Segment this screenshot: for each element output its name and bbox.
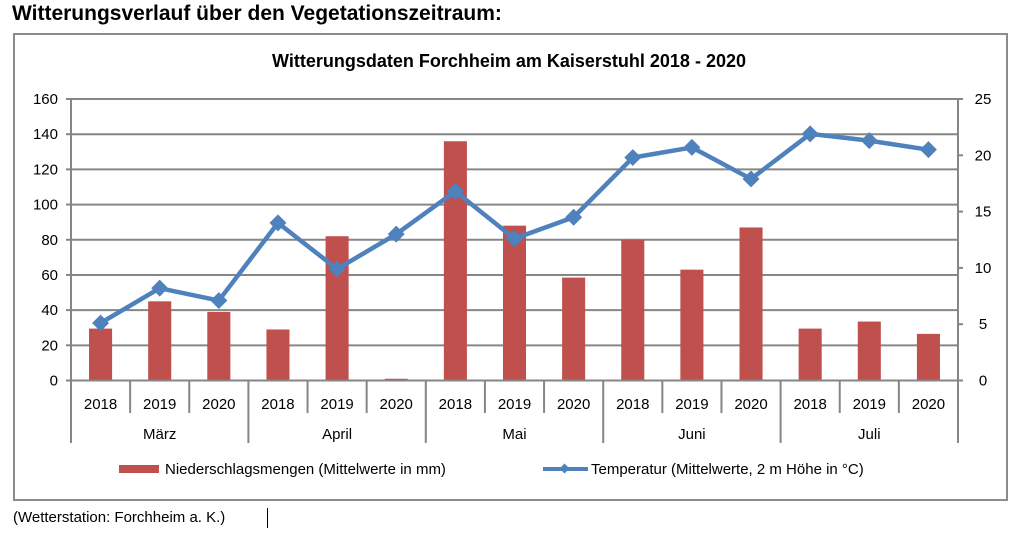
- bar: [916, 333, 940, 381]
- x-tick-label-year: 2020: [557, 396, 590, 413]
- x-tick-label-year: 2020: [202, 396, 235, 413]
- x-tick-label-year: 2020: [380, 396, 413, 413]
- y2-tick-label: 0: [979, 373, 987, 390]
- temperature-marker: [92, 314, 110, 332]
- y2-tick-label: 25: [975, 91, 992, 108]
- x-tick-label-year: 2018: [793, 396, 826, 413]
- temperature-marker: [387, 225, 405, 243]
- footer-note: (Wetterstation: Forchheim a. K.): [13, 509, 226, 526]
- temperature-marker: [683, 138, 701, 156]
- x-tick-label-month: Mai: [502, 426, 526, 443]
- x-tick-label-year: 2018: [261, 396, 294, 413]
- y2-tick-label: 10: [975, 260, 992, 277]
- legend-label-temperature: Temperatur (Mittelwerte, 2 m Höhe in °C): [591, 461, 864, 478]
- y-tick-label: 20: [41, 337, 58, 354]
- temperature-marker: [565, 208, 583, 226]
- bar: [857, 321, 881, 381]
- temperature-marker: [269, 214, 287, 232]
- x-tick-label-year: 2020: [912, 396, 945, 413]
- temperature-marker: [446, 182, 464, 200]
- x-tick-label-month: März: [143, 426, 176, 443]
- bar: [443, 141, 467, 381]
- y-tick-label: 40: [41, 302, 58, 319]
- x-tick-label-month: Juli: [858, 426, 881, 443]
- line-series-temperature: [92, 125, 937, 332]
- x-tick-label-year: 2019: [320, 396, 353, 413]
- temperature-marker: [624, 149, 642, 167]
- bar: [680, 269, 704, 381]
- temperature-marker: [328, 260, 346, 278]
- y2-tick-label: 5: [979, 316, 987, 333]
- page-heading: Witterungsverlauf über den Vegetationsze…: [12, 2, 502, 25]
- y-axis-right-ticks: 0 5 10 15 20 25: [975, 91, 992, 390]
- x-axis-labels: 2018 2019 2020 März 2018 2019 2020 April 2018 201…: [84, 396, 945, 443]
- chart-title: Witterungsdaten Forchheim am Kaiserstuhl…: [272, 51, 746, 71]
- temperature-marker: [506, 230, 523, 248]
- x-tick-label-month: April: [322, 426, 352, 443]
- x-tick-label-year: 2018: [84, 396, 117, 413]
- legend-label-precipitation: Niederschlagsmengen (Mittelwerte in mm): [165, 461, 446, 478]
- bar-series-precipitation: [89, 141, 940, 381]
- y-tick-label: 80: [41, 232, 58, 249]
- bar: [266, 329, 290, 381]
- y-tick-label: 120: [33, 161, 58, 178]
- temperature-marker: [151, 279, 169, 297]
- x-tick-label-year: 2018: [616, 396, 649, 413]
- axes: [66, 98, 963, 443]
- x-tick-label-year: 2019: [853, 396, 886, 413]
- y-tick-label: 160: [33, 91, 58, 108]
- bar: [502, 225, 527, 381]
- bar: [325, 236, 349, 381]
- temperature-marker: [210, 292, 228, 310]
- bar: [798, 328, 822, 381]
- legend: Niederschlagsmengen (Mittelwerte in mm) …: [119, 461, 864, 478]
- x-tick-label-year: 2019: [498, 396, 531, 413]
- x-tick-label-year: 2018: [439, 396, 472, 413]
- y2-tick-label: 20: [975, 147, 992, 164]
- bar: [89, 328, 113, 381]
- bar: [207, 311, 231, 381]
- temperature-marker: [742, 170, 760, 188]
- y-tick-label: 0: [50, 373, 58, 390]
- x-tick-label-year: 2019: [143, 396, 176, 413]
- bar: [562, 277, 586, 381]
- y-tick-label: 100: [33, 197, 58, 214]
- bar: [621, 239, 645, 381]
- legend-swatch-temperature-marker: [559, 463, 570, 474]
- legend-swatch-precipitation: [119, 465, 159, 473]
- y-tick-label: 140: [33, 126, 58, 143]
- temperature-marker: [860, 132, 878, 150]
- bar: [739, 227, 763, 381]
- x-tick-label-year: 2020: [734, 396, 767, 413]
- chart-frame: [13, 33, 1008, 501]
- x-tick-label-year: 2019: [675, 396, 708, 413]
- y2-tick-label: 15: [975, 204, 992, 221]
- y-tick-label: 60: [41, 267, 58, 284]
- text-cursor: [267, 508, 268, 528]
- y-axis-left-ticks: 0 20 40 60 80 100 120 140 160: [33, 91, 58, 390]
- x-tick-label-month: Juni: [678, 426, 706, 443]
- temperature-marker: [919, 141, 937, 159]
- bar: [148, 301, 172, 381]
